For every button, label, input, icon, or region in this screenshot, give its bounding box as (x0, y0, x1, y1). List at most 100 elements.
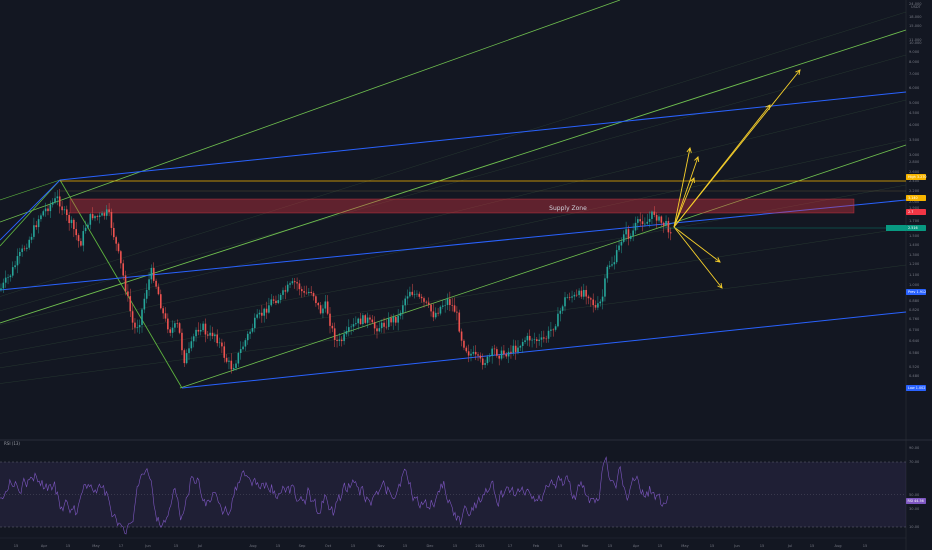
candle-body (185, 353, 188, 364)
candle-body (378, 328, 381, 332)
candle-body (606, 266, 609, 279)
candle-body (150, 267, 153, 280)
candle-body (601, 296, 604, 302)
time-tick-label: 15 (608, 544, 613, 548)
candle-body (84, 227, 87, 232)
candle-body (70, 219, 73, 224)
price-tick-label: 2.800 (909, 160, 920, 164)
candle-body (152, 267, 155, 281)
price-badge-label: 3.140 (908, 196, 918, 200)
candle-body (583, 289, 585, 297)
projection-arrow (673, 226, 723, 289)
price-badge (906, 289, 926, 295)
time-tick-label: 15 (453, 544, 458, 548)
candle-body (472, 351, 475, 354)
candle-body (66, 209, 68, 216)
candle-body (460, 331, 463, 341)
candle-body (94, 216, 96, 219)
candle-body (37, 219, 40, 228)
candle-body (40, 215, 42, 220)
candle-body (225, 357, 228, 362)
candle-body (505, 354, 508, 357)
candle-body (232, 367, 235, 370)
candle-body (420, 296, 423, 299)
price-tick-label: 0.820 (909, 308, 920, 312)
candle-body (639, 219, 641, 222)
candle-body (183, 350, 186, 364)
candle-body (585, 289, 587, 297)
candle-body (11, 267, 14, 276)
candle-body (317, 303, 320, 306)
candle-body (442, 305, 444, 307)
candle-body (449, 299, 451, 306)
candle-body (291, 281, 294, 284)
time-tick-label: 15 (276, 544, 281, 548)
candle-body (298, 283, 301, 290)
price-tick-label: 1.500 (909, 234, 920, 238)
candle-body (19, 251, 21, 257)
candle-body (270, 299, 273, 306)
candle-body (512, 345, 515, 353)
candle-body (75, 229, 77, 236)
candle-body (615, 250, 618, 263)
candle-body (362, 315, 364, 325)
price-tick-label: 2.000 (909, 200, 920, 204)
candle-body (26, 247, 28, 249)
price-badge-label: High 3.270 (908, 175, 927, 179)
candle-body (91, 214, 94, 219)
rsi-badge (906, 498, 926, 504)
candle-body (653, 211, 656, 215)
candle-body (235, 363, 237, 368)
candle-body (204, 323, 207, 335)
time-tick-label: Apr (633, 544, 640, 548)
candle-body (124, 275, 127, 292)
candle-body (651, 211, 653, 219)
candle-body (303, 291, 305, 293)
candle-body (373, 322, 376, 329)
price-tick-label: 18.000 (909, 15, 922, 19)
candle-body (425, 301, 428, 303)
candle-body (439, 306, 442, 314)
price-tick-label: 0.520 (909, 365, 920, 369)
price-tick-label: 1.200 (909, 262, 920, 266)
candle-body (7, 277, 9, 278)
candle-body (599, 301, 602, 304)
candle-body (658, 216, 660, 221)
candle-body (416, 293, 418, 295)
candle-body (491, 348, 493, 357)
candle-body (627, 229, 630, 239)
candle-body (423, 298, 425, 302)
candle-body (326, 301, 329, 314)
candle-body (561, 306, 564, 311)
candle-body (113, 227, 115, 238)
candle-body (145, 289, 148, 299)
candle-body (402, 305, 404, 313)
candle-body (329, 313, 331, 326)
price-tick-label: 2.600 (909, 170, 920, 174)
time-tick-label: 15 (710, 544, 715, 548)
candle-body (493, 348, 496, 350)
candle-body (211, 332, 214, 337)
time-tick-label: 17 (508, 544, 513, 548)
candle-body (587, 296, 590, 299)
currency-label: USDT (911, 5, 922, 9)
candle-body (284, 290, 287, 292)
price-tick-label: 5.000 (909, 101, 920, 105)
candle-body (345, 331, 348, 335)
time-tick-label: Jul (787, 544, 792, 548)
candle-body (331, 325, 334, 329)
candle-body (348, 327, 350, 332)
candle-body (531, 339, 533, 341)
candle-body (554, 326, 557, 330)
price-tick-label: 7.000 (909, 72, 920, 76)
candle-body (357, 318, 359, 324)
candle-body (456, 311, 458, 313)
candle-body (418, 293, 421, 297)
time-tick-label: 15 (403, 544, 408, 548)
candle-body (103, 213, 106, 216)
projection-arrow (673, 104, 771, 228)
candle-body (559, 310, 562, 314)
price-tick-label: 2.400 (909, 179, 920, 183)
candle-body (630, 235, 632, 239)
